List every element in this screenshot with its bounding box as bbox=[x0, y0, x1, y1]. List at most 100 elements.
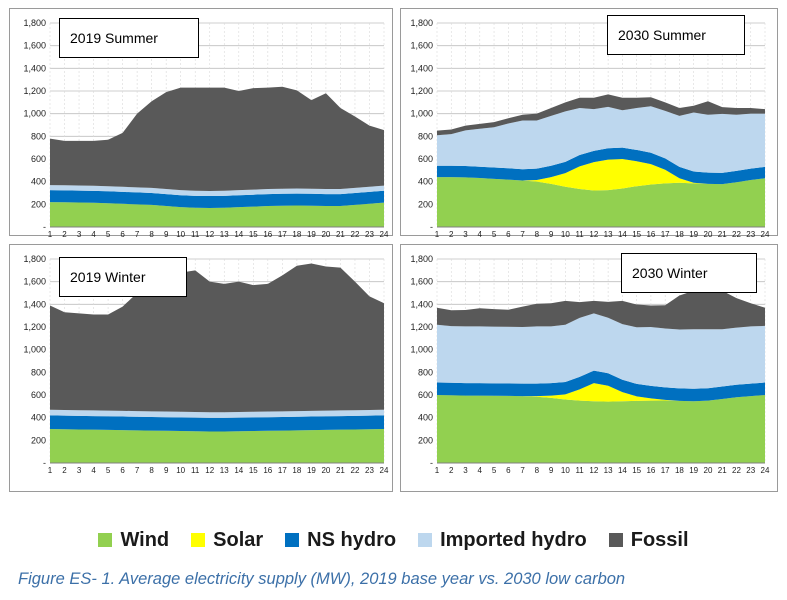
x-tick-label: 18 bbox=[675, 230, 684, 237]
x-tick-label: 7 bbox=[520, 466, 525, 475]
x-tick-label: 14 bbox=[618, 230, 627, 237]
chart-title: 2030 Winter bbox=[621, 253, 757, 293]
legend: Wind Solar NS hydro Imported hydro Fossi… bbox=[0, 522, 787, 558]
area-wind bbox=[437, 177, 765, 227]
x-tick-label: 6 bbox=[120, 230, 125, 237]
x-tick-label: 4 bbox=[478, 466, 483, 475]
y-tick-label: 1,800 bbox=[23, 254, 46, 264]
area-solar bbox=[437, 383, 765, 402]
area-solar bbox=[437, 159, 765, 191]
legend-swatch bbox=[608, 533, 623, 547]
y-tick-label: 1,200 bbox=[410, 86, 433, 96]
y-tick-label: 200 bbox=[31, 435, 46, 445]
x-tick-label: 19 bbox=[307, 466, 316, 475]
chart-title: 2030 Summer bbox=[607, 15, 745, 55]
area-imported-hydro bbox=[437, 106, 765, 173]
x-tick-label: 8 bbox=[535, 230, 540, 237]
x-tick-label: 16 bbox=[263, 230, 272, 237]
x-tick-label: 20 bbox=[704, 230, 713, 237]
x-tick-label: 10 bbox=[561, 230, 570, 237]
area-fossil bbox=[437, 290, 765, 330]
x-tick-label: 24 bbox=[761, 230, 770, 237]
x-tick-label: 2 bbox=[449, 230, 454, 237]
x-tick-label: 22 bbox=[351, 230, 360, 237]
chart-2030-summer: -200 400 600 800 1,000 1,200 1,400 1,600 1,800 1 2… bbox=[400, 8, 778, 237]
y-tick-label: 800 bbox=[31, 131, 46, 141]
legend-label: Imported hydro bbox=[440, 528, 587, 551]
x-tick-label: 4 bbox=[91, 466, 96, 475]
x-tick-label: 17 bbox=[278, 466, 287, 475]
x-tick-label: 2 bbox=[449, 466, 454, 475]
x-tick-label: 22 bbox=[732, 466, 741, 475]
x-tick-label: 9 bbox=[164, 466, 169, 475]
x-tick-label: 5 bbox=[492, 466, 497, 475]
x-tick-label: 1 bbox=[435, 466, 440, 475]
x-tick-label: 15 bbox=[249, 466, 258, 475]
legend-item-imported-hydro: Imported hydro bbox=[418, 529, 587, 552]
y-tick-label: - bbox=[43, 222, 46, 232]
y-tick-label: 400 bbox=[418, 413, 433, 423]
area-wind bbox=[50, 429, 384, 463]
x-tick-label: 15 bbox=[249, 230, 258, 237]
figure-caption: Figure ES- 1. Average electricity supply… bbox=[18, 570, 626, 588]
x-tick-label: 2 bbox=[62, 466, 67, 475]
y-tick-label: 1,800 bbox=[410, 254, 433, 264]
x-tick-label: 18 bbox=[675, 466, 684, 475]
x-tick-label: 21 bbox=[718, 466, 727, 475]
legend-item-ns-hydro: NS hydro bbox=[285, 529, 396, 552]
y-tick-label: - bbox=[43, 458, 46, 468]
legend-item-wind: Wind bbox=[98, 529, 169, 552]
x-tick-label: 24 bbox=[380, 230, 389, 237]
y-tick-label: - bbox=[430, 222, 433, 232]
chart-title: 2019 Summer bbox=[59, 18, 199, 58]
x-tick-label: 16 bbox=[646, 466, 655, 475]
x-tick-label: 5 bbox=[492, 230, 497, 237]
x-tick-label: 21 bbox=[718, 230, 727, 237]
y-tick-label: 1,400 bbox=[410, 63, 433, 73]
y-tick-label: 1,000 bbox=[23, 109, 46, 119]
y-tick-label: 1,200 bbox=[23, 86, 46, 96]
area-fossil bbox=[50, 86, 384, 191]
x-tick-label: 23 bbox=[365, 230, 374, 237]
legend-swatch bbox=[98, 533, 113, 547]
legend-item-fossil: Fossil bbox=[608, 529, 689, 552]
x-tick-label: 18 bbox=[292, 230, 301, 237]
y-tick-label: 600 bbox=[418, 154, 433, 164]
area-ns-hydro bbox=[50, 190, 384, 208]
x-tick-label: 10 bbox=[561, 466, 570, 475]
x-tick-label: 13 bbox=[220, 230, 229, 237]
y-tick-label: 1,600 bbox=[23, 41, 46, 51]
y-tick-label: 1,800 bbox=[410, 18, 433, 28]
x-tick-label: 10 bbox=[176, 230, 185, 237]
y-tick-label: 600 bbox=[418, 390, 433, 400]
x-tick-label: 11 bbox=[575, 466, 584, 475]
y-tick-label: 1,400 bbox=[410, 299, 433, 309]
x-tick-label: 20 bbox=[704, 466, 713, 475]
x-tick-label: 8 bbox=[149, 466, 154, 475]
area-fossil bbox=[437, 94, 765, 136]
y-tick-label: 400 bbox=[31, 177, 46, 187]
area-wind bbox=[437, 395, 765, 463]
legend-swatch bbox=[285, 533, 300, 547]
chart-2030-winter: -200 400 600 800 1,000 1,200 1,400 1,600 1,800 1 2… bbox=[400, 244, 778, 492]
legend-swatch bbox=[418, 533, 433, 547]
y-tick-label: 1,800 bbox=[23, 18, 46, 28]
x-tick-label: 14 bbox=[234, 230, 243, 237]
x-tick-label: 7 bbox=[135, 230, 140, 237]
x-tick-label: 16 bbox=[263, 466, 272, 475]
x-tick-label: 5 bbox=[106, 230, 111, 237]
x-tick-label: 12 bbox=[205, 230, 214, 237]
area-ns-hydro bbox=[437, 147, 765, 185]
x-tick-label: 7 bbox=[135, 466, 140, 475]
chart-2019-winter: -200 400 600 800 1,000 1,200 1,400 1,600 1,800 1 2… bbox=[9, 244, 393, 492]
x-tick-label: 19 bbox=[689, 466, 698, 475]
legend-label: Solar bbox=[213, 528, 264, 551]
x-tick-label: 1 bbox=[435, 230, 440, 237]
y-tick-label: 1,400 bbox=[23, 63, 46, 73]
x-tick-label: 23 bbox=[746, 466, 755, 475]
x-tick-label: 22 bbox=[732, 230, 741, 237]
